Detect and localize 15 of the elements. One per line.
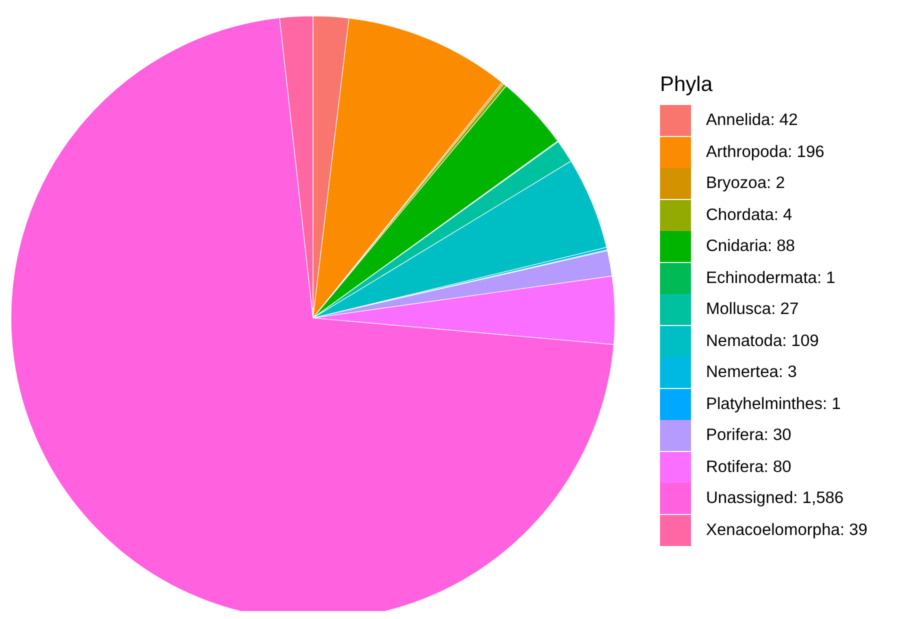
legend-label: Arthropoda: 196 xyxy=(706,142,824,162)
legend-label: Unassigned: 1,586 xyxy=(706,489,844,508)
legend-label: Platyhelminthes: 1 xyxy=(706,394,841,414)
legend-label: Echinodermata: 1 xyxy=(706,268,836,288)
legend-label: Bryozoa: 2 xyxy=(706,174,785,194)
legend-label: Chordata: 4 xyxy=(706,206,792,225)
legend-label: Nematoda: 109 xyxy=(706,332,819,351)
legend-label: Xenacoelomorpha: 39 xyxy=(706,520,868,540)
legend-label: Porifera: 30 xyxy=(706,426,792,446)
legend-label: Nemertea: 3 xyxy=(706,363,797,382)
legend-label: Mollusca: 27 xyxy=(706,300,799,320)
legend-label: Annelida: 42 xyxy=(706,111,798,130)
legend-label: Rotifera: 80 xyxy=(706,458,792,477)
legend-title: Phyla xyxy=(660,73,714,97)
legend-label: Cnidaria: 88 xyxy=(706,237,795,256)
